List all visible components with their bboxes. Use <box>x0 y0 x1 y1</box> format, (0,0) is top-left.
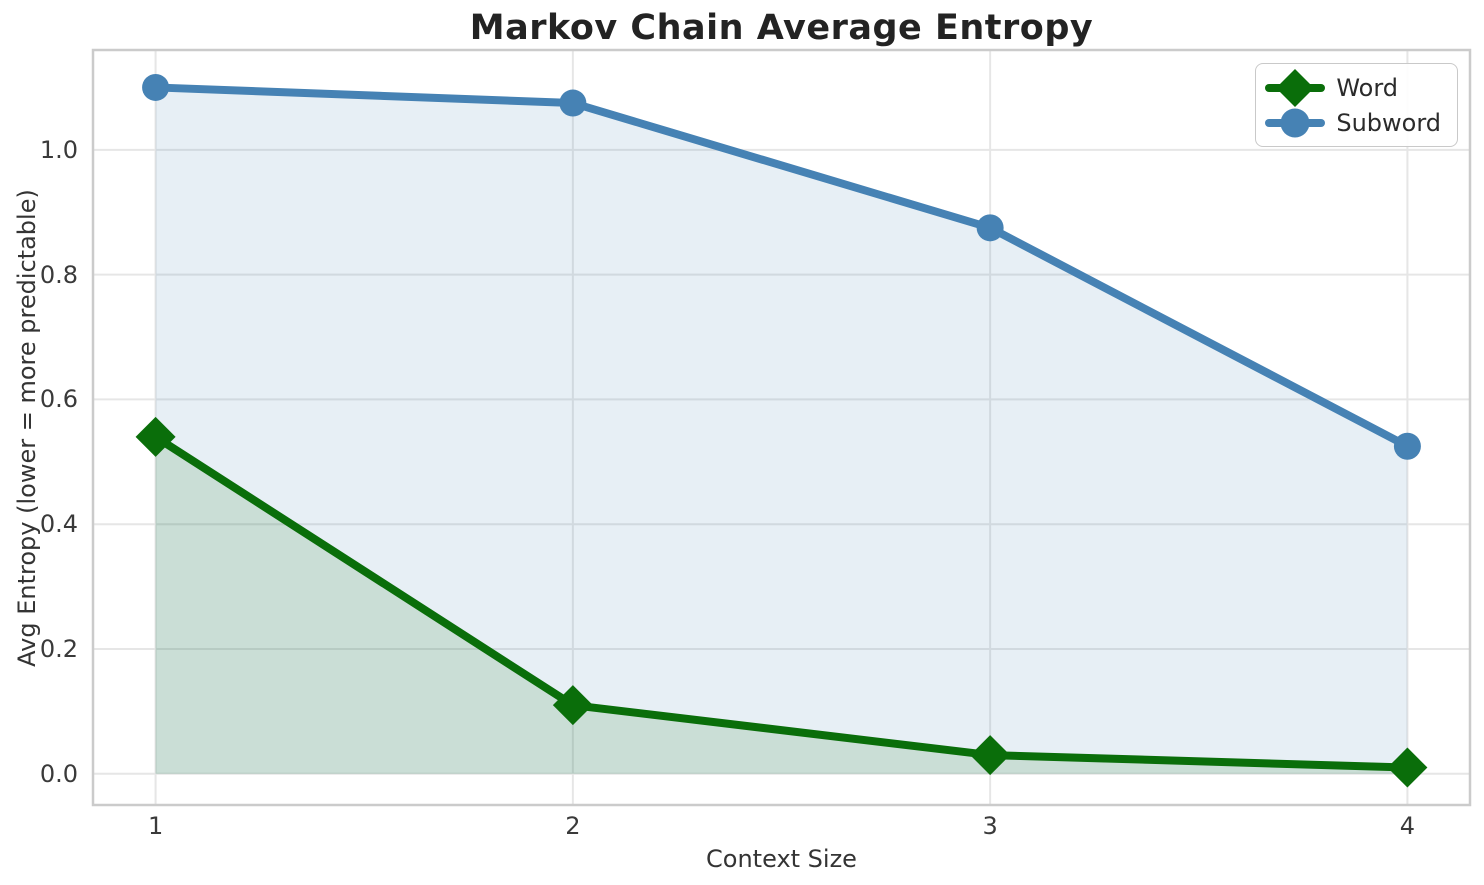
x-tick-label: 3 <box>982 812 998 840</box>
y-tick-label: 0.0 <box>39 759 78 788</box>
subword-marker <box>559 89 587 117</box>
chart-title: Markov Chain Average Entropy <box>469 8 1094 48</box>
word-marker <box>1387 747 1428 788</box>
y-tick-label: 0.8 <box>39 260 78 289</box>
subword-area <box>155 87 1408 774</box>
subword-series-line <box>151 83 1412 451</box>
word-series-line <box>151 432 1412 772</box>
x-tick-label: 4 <box>1399 812 1416 840</box>
legend-item-subword: Subword <box>1265 106 1441 139</box>
x-tick-label: 1 <box>147 812 164 840</box>
word-legend-marker-icon <box>1265 68 1326 107</box>
legend-item-word: Word <box>1265 68 1441 107</box>
subword-legend-marker-icon <box>1265 108 1326 137</box>
word-marker <box>135 416 176 457</box>
legend: Word Subword <box>1255 63 1458 147</box>
axes-spines <box>91 48 1472 807</box>
word-area <box>155 436 1408 774</box>
plot-area <box>93 50 1470 805</box>
legend-label: Subword <box>1336 108 1441 137</box>
y-tick-label: 0.2 <box>39 635 78 663</box>
word-marker <box>552 685 593 726</box>
y-tick-label: 1.0 <box>39 135 78 164</box>
x-axis-label: Context Size <box>706 845 857 873</box>
x-tick-label: 2 <box>565 812 581 840</box>
subword-marker <box>976 214 1004 242</box>
word-marker <box>970 735 1011 776</box>
legend-label: Word <box>1336 73 1399 102</box>
y-tick-label: 0.4 <box>39 510 78 539</box>
y-tick-label: 0.6 <box>39 385 78 414</box>
subword-marker <box>1393 432 1421 460</box>
subword-marker <box>142 73 170 101</box>
